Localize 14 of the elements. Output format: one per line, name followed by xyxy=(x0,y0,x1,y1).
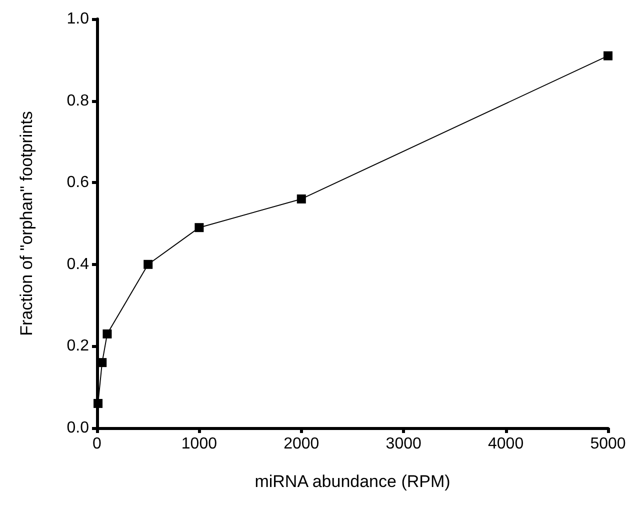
x-tick-label: 5000 xyxy=(590,436,626,452)
y-tick-label: 0.2 xyxy=(66,338,90,355)
x-tick-label: 0 xyxy=(92,436,102,452)
y-tick-label: 1.0 xyxy=(66,10,90,28)
y-tick-label: 0.6 xyxy=(66,174,90,192)
x-tick-label: 1000 xyxy=(181,436,218,452)
x-tick-label: 4000 xyxy=(488,436,524,452)
x-axis-title: miRNA abundance (RPM) xyxy=(254,472,450,491)
y-tick-label: 0.4 xyxy=(66,256,90,273)
y-tick-label: 0.8 xyxy=(66,92,90,110)
y-axis-title: Fraction of "orphan" footprints xyxy=(17,111,36,336)
x-tick-label: 3000 xyxy=(386,436,422,452)
y-tick-label: 0.0 xyxy=(66,420,90,436)
x-tick-label: 2000 xyxy=(284,436,320,452)
